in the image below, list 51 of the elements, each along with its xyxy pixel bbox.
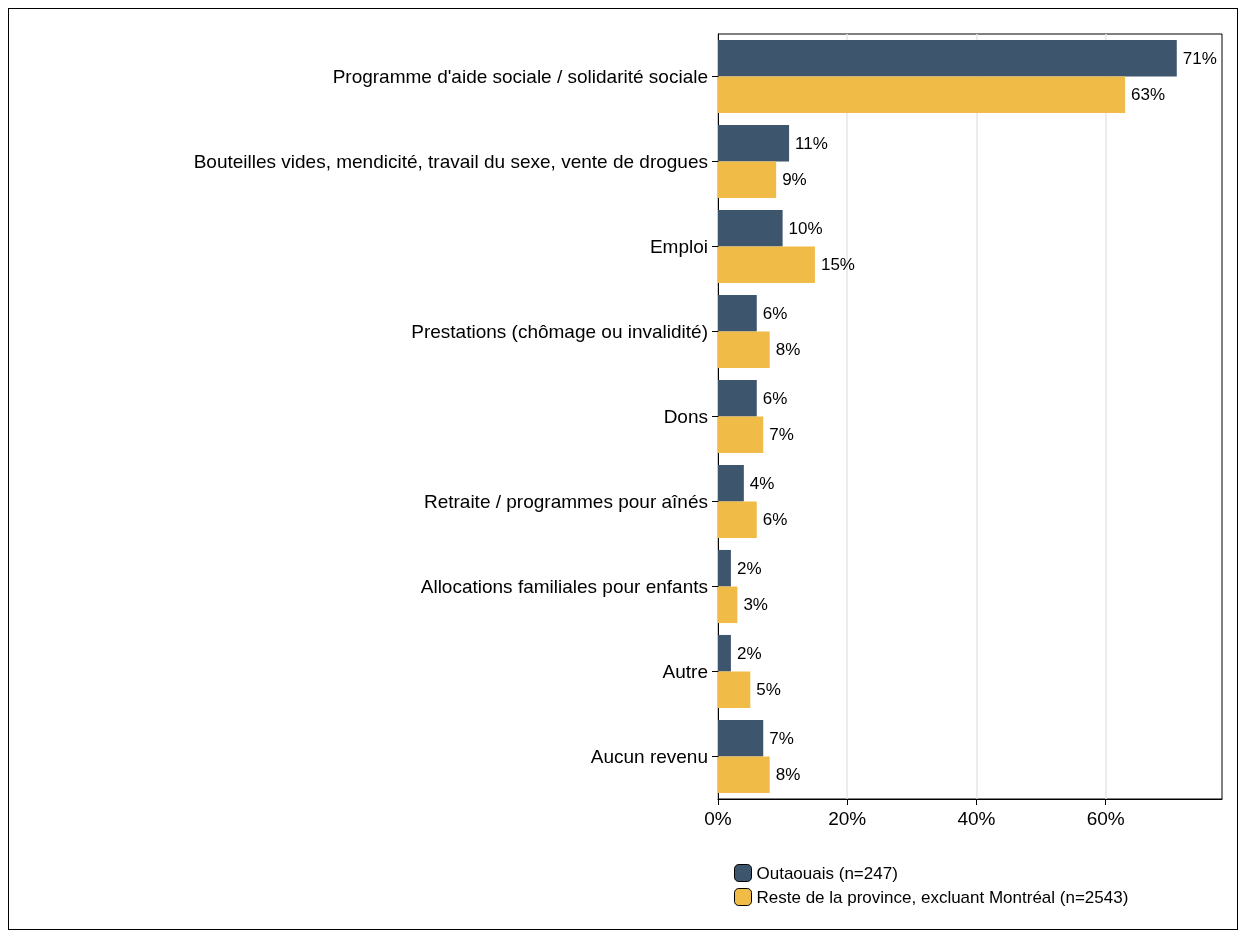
data-label: 5% [756, 680, 781, 700]
bar [718, 416, 764, 454]
y-tick-label: Programme d'aide sociale / solidarité sociale [332, 66, 708, 87]
data-label: 71% [1182, 48, 1217, 68]
bar [718, 246, 815, 284]
y-tick-label: Dons [663, 406, 708, 427]
data-label: 10% [788, 218, 823, 238]
data-label: 6% [762, 388, 788, 408]
data-label: 6% [762, 303, 788, 323]
y-tick-label: Bouteilles vides, mendicité, travail du sexe, vente de drogues [193, 151, 708, 172]
bar [718, 294, 757, 332]
y-tick-label: Retraite / programmes pour aînés [423, 491, 708, 512]
bar [718, 634, 731, 672]
bar [718, 671, 751, 709]
bar [718, 379, 757, 417]
data-label: 2% [736, 558, 762, 578]
x-tick-label: 60% [1086, 808, 1125, 829]
y-tick-label: Allocations familiales pour enfants [420, 576, 708, 597]
y-tick-label: Autre [662, 661, 708, 682]
x-tick-label: 0% [704, 808, 732, 829]
bar [718, 549, 731, 587]
data-label: 63% [1131, 85, 1166, 105]
x-tick-label: 20% [828, 808, 867, 829]
data-label: 9% [782, 170, 807, 190]
data-label: 4% [749, 473, 775, 493]
bar [718, 76, 1126, 114]
bar [718, 209, 783, 247]
data-label: 7% [769, 425, 794, 445]
data-label: 6% [762, 510, 788, 530]
bar [718, 464, 744, 502]
bar [718, 124, 790, 162]
bar [718, 161, 777, 199]
data-label: 3% [743, 595, 768, 615]
legend-label: Reste de la province, excluant Montréal (n=2543) [756, 887, 1129, 907]
bar [718, 756, 770, 794]
data-label: 15% [820, 255, 855, 275]
bar [718, 39, 1177, 77]
bar [718, 331, 770, 369]
x-tick-label: 40% [957, 808, 996, 829]
data-label: 2% [736, 643, 762, 663]
y-tick-label: Emploi [649, 236, 708, 257]
bar [718, 501, 757, 539]
bar [718, 719, 764, 757]
legend-label: Outaouais (n=247) [756, 863, 898, 883]
y-tick-label: Aucun revenu [590, 746, 708, 767]
bar [718, 586, 738, 624]
data-label: 8% [775, 340, 801, 360]
y-tick-label: Prestations (chômage ou invalidité) [411, 321, 708, 342]
data-label: 7% [769, 728, 794, 748]
data-label: 8% [775, 765, 801, 785]
data-label: 11% [795, 133, 828, 153]
